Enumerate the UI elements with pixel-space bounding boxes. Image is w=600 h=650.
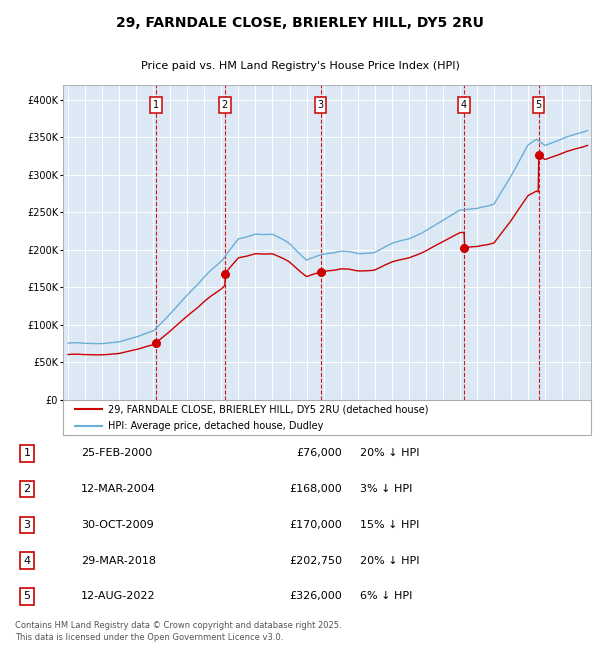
Text: 29-MAR-2018: 29-MAR-2018: [81, 556, 156, 566]
Text: 3: 3: [317, 100, 324, 110]
Text: 12-AUG-2022: 12-AUG-2022: [81, 592, 155, 601]
Text: £168,000: £168,000: [289, 484, 342, 494]
Text: 2: 2: [221, 100, 228, 110]
Text: 12-MAR-2004: 12-MAR-2004: [81, 484, 156, 494]
Text: 2: 2: [23, 484, 31, 494]
Text: 5: 5: [23, 592, 31, 601]
Text: £326,000: £326,000: [289, 592, 342, 601]
Text: 25-FEB-2000: 25-FEB-2000: [81, 448, 152, 458]
Text: 15% ↓ HPI: 15% ↓ HPI: [360, 520, 419, 530]
Text: 4: 4: [461, 100, 467, 110]
Text: 29, FARNDALE CLOSE, BRIERLEY HILL, DY5 2RU: 29, FARNDALE CLOSE, BRIERLEY HILL, DY5 2…: [116, 16, 484, 30]
Text: £202,750: £202,750: [289, 556, 342, 566]
Text: Contains HM Land Registry data © Crown copyright and database right 2025.
This d: Contains HM Land Registry data © Crown c…: [15, 621, 341, 642]
Text: Price paid vs. HM Land Registry's House Price Index (HPI): Price paid vs. HM Land Registry's House …: [140, 61, 460, 71]
Text: 20% ↓ HPI: 20% ↓ HPI: [360, 556, 419, 566]
Text: 30-OCT-2009: 30-OCT-2009: [81, 520, 154, 530]
Text: 5: 5: [535, 100, 542, 110]
Text: 3% ↓ HPI: 3% ↓ HPI: [360, 484, 412, 494]
Text: 6% ↓ HPI: 6% ↓ HPI: [360, 592, 412, 601]
Text: 1: 1: [153, 100, 159, 110]
Text: 1: 1: [23, 448, 31, 458]
Text: 29, FARNDALE CLOSE, BRIERLEY HILL, DY5 2RU (detached house): 29, FARNDALE CLOSE, BRIERLEY HILL, DY5 2…: [108, 404, 428, 415]
Text: £170,000: £170,000: [289, 520, 342, 530]
Text: 4: 4: [23, 556, 31, 566]
Text: £76,000: £76,000: [296, 448, 342, 458]
Text: 3: 3: [23, 520, 31, 530]
Text: 20% ↓ HPI: 20% ↓ HPI: [360, 448, 419, 458]
Text: HPI: Average price, detached house, Dudley: HPI: Average price, detached house, Dudl…: [108, 421, 323, 431]
